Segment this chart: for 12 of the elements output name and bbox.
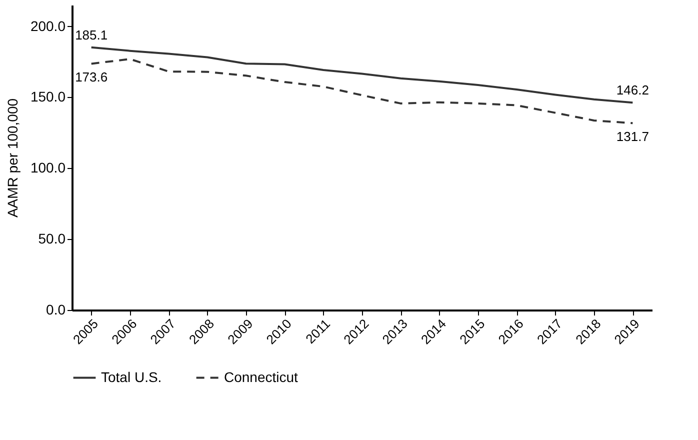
y-tick-label: 100.0 xyxy=(30,160,66,176)
y-tick-label: 50.0 xyxy=(38,230,66,247)
y-tick-label: 200.0 xyxy=(30,18,66,34)
y-tick-label: 150.0 xyxy=(30,88,66,105)
data-label: 185.1 xyxy=(75,27,108,42)
data-label: 131.7 xyxy=(616,129,649,144)
y-axis-title: AAMR per 100,000 xyxy=(4,98,20,218)
y-tick-label: 0.0 xyxy=(46,302,66,318)
data-label: 173.6 xyxy=(75,70,108,85)
data-label: 146.2 xyxy=(616,82,649,98)
legend-label: Connecticut xyxy=(224,368,298,385)
legend-label: Total U.S. xyxy=(101,368,162,385)
